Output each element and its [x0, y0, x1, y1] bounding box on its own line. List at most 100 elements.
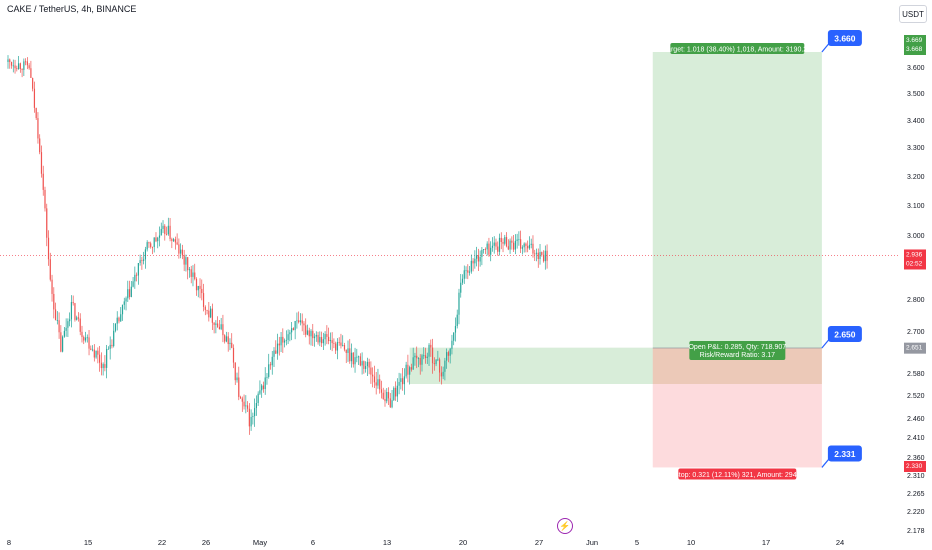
candle [206, 309, 208, 315]
candle [539, 243, 541, 265]
candle [262, 381, 265, 393]
currency-button[interactable]: USDT [899, 5, 927, 23]
candle [368, 358, 370, 375]
candle [42, 165, 44, 196]
candle [357, 355, 360, 365]
candle [188, 266, 191, 278]
target-zone[interactable] [652, 52, 822, 348]
candle [215, 320, 217, 334]
candle [317, 331, 319, 345]
candle [354, 347, 356, 373]
svg-text:3.669: 3.669 [906, 37, 923, 44]
candle [69, 312, 71, 327]
svg-text:2.651: 2.651 [906, 345, 923, 352]
candle [430, 339, 432, 357]
candle [449, 347, 451, 364]
candle [151, 246, 154, 255]
candle [232, 344, 235, 369]
candle [56, 311, 58, 325]
candle [158, 226, 161, 247]
candle [194, 263, 196, 281]
current-price-tag: 2.936 02:52 [904, 249, 926, 270]
price-tick: 2.700 [907, 329, 925, 336]
candle [102, 362, 104, 376]
candle [275, 340, 277, 355]
candle [439, 357, 441, 382]
price-tick: 2.410 [907, 435, 925, 442]
candle [91, 345, 94, 352]
candle [164, 224, 166, 241]
candle [298, 311, 300, 324]
candle [484, 247, 487, 255]
candle [387, 387, 390, 405]
candle [199, 278, 201, 299]
candle [264, 367, 266, 395]
svg-text:Open P&L: 0.285, Qty: 718.907: Open P&L: 0.285, Qty: 718.907 [688, 344, 786, 351]
time-tick: 13 [383, 538, 391, 547]
candle [123, 297, 125, 310]
candle [299, 313, 302, 326]
candle [463, 265, 465, 284]
candle [525, 242, 527, 253]
candle [144, 246, 147, 269]
candle [171, 237, 173, 249]
candle [312, 323, 314, 347]
candle [308, 327, 310, 345]
candle [534, 249, 536, 262]
candle [537, 248, 539, 268]
candle [521, 245, 524, 255]
stop-zone[interactable] [652, 348, 822, 468]
time-tick: 5 [635, 538, 639, 547]
candle [217, 316, 219, 328]
candle [511, 236, 513, 250]
candle [180, 243, 182, 259]
candle [343, 342, 346, 352]
target-callout[interactable]: 3.660 [821, 30, 862, 53]
candle [176, 233, 178, 246]
candle [209, 306, 212, 319]
candle [35, 107, 37, 121]
candle [394, 381, 397, 401]
candle [324, 331, 326, 346]
candle [495, 238, 497, 250]
candle [340, 333, 342, 349]
candle [54, 302, 57, 321]
candle [202, 283, 205, 312]
svg-text:Risk/Reward Ratio: 3.17: Risk/Reward Ratio: 3.17 [700, 352, 776, 359]
candle [389, 393, 391, 409]
candle [467, 264, 469, 280]
candle [433, 357, 435, 371]
position-labels: Target: 1.018 (38.40%) 1,018, Amount: 31… [664, 30, 862, 480]
candle [192, 265, 194, 287]
candle [130, 280, 132, 298]
candle [174, 236, 176, 250]
candle [416, 346, 418, 369]
candle [250, 409, 252, 431]
price-tick: 3.000 [907, 233, 925, 240]
candle [285, 330, 287, 346]
candle [165, 226, 168, 236]
candle [49, 252, 51, 282]
candle [535, 248, 538, 262]
candle [7, 55, 9, 69]
svg-text:02:52: 02:52 [906, 260, 923, 267]
candle [493, 236, 495, 254]
candle [187, 256, 189, 280]
candle [37, 112, 39, 144]
candle [396, 378, 398, 403]
candle [118, 316, 120, 324]
candle [58, 312, 60, 339]
candle [331, 332, 333, 352]
svg-text:3.660: 3.660 [834, 34, 856, 44]
candle [528, 236, 531, 250]
lightning-icon[interactable]: ⚡ [557, 518, 573, 534]
candle [481, 246, 483, 266]
candle [329, 332, 331, 350]
candle [454, 317, 457, 342]
candle [294, 320, 296, 340]
stop-callout[interactable]: 2.331 [821, 445, 862, 468]
entry-callout[interactable]: 2.650 [821, 326, 862, 349]
candle [402, 367, 404, 391]
candle [442, 366, 444, 380]
